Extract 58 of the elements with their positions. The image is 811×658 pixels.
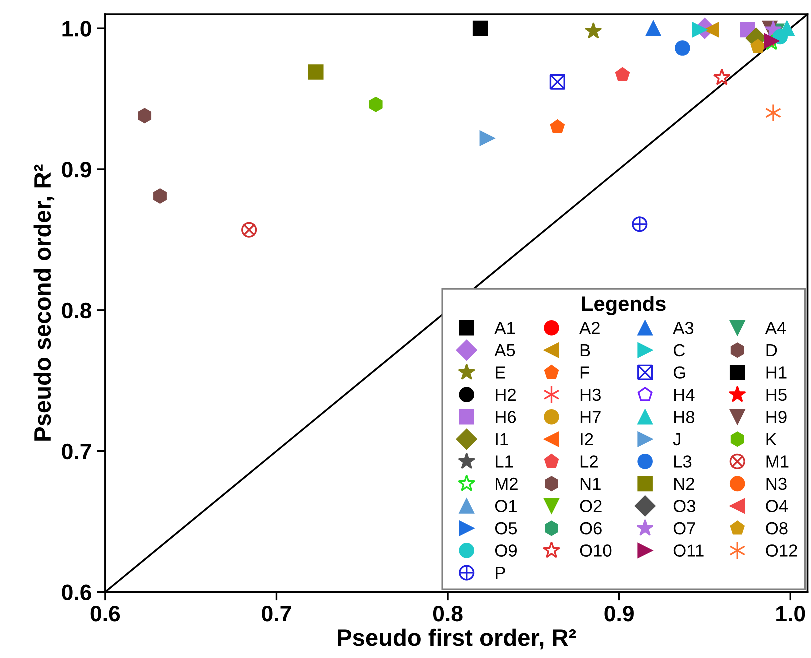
legend-label: O11 bbox=[674, 544, 704, 557]
legend-label: B bbox=[580, 344, 590, 356]
y-axis-title: Pseudo second order, R² bbox=[34, 164, 55, 441]
legend-label: A5 bbox=[494, 344, 516, 357]
y-tick-label: 0.7 bbox=[62, 444, 92, 460]
legend-label: E bbox=[496, 366, 506, 379]
x-tick-label: 1.0 bbox=[776, 606, 806, 622]
legend-label: P bbox=[496, 567, 506, 580]
x-tick-label: 0.9 bbox=[604, 606, 634, 622]
y-tick-label: 1.0 bbox=[62, 21, 92, 37]
legend-label: O3 bbox=[674, 500, 696, 512]
legend-label: A4 bbox=[765, 322, 786, 334]
legend-label: H9 bbox=[766, 411, 787, 424]
legend-label: N1 bbox=[580, 478, 601, 490]
legend-label: H3 bbox=[580, 388, 601, 402]
legend-label: H6 bbox=[496, 411, 516, 424]
legend-label: F bbox=[580, 366, 590, 379]
legend-label: I1 bbox=[496, 434, 508, 446]
legend-label: L3 bbox=[674, 456, 692, 468]
legend-label: H5 bbox=[766, 389, 787, 402]
legend-label: O7 bbox=[674, 522, 696, 535]
legend-label: O9 bbox=[495, 544, 517, 557]
legend-label: L1 bbox=[496, 456, 514, 468]
legend-label: C bbox=[674, 344, 685, 357]
legend-label: A2 bbox=[580, 322, 600, 334]
legend-label: N3 bbox=[766, 478, 787, 490]
legend-label: D bbox=[766, 344, 778, 356]
legend-label: H2 bbox=[496, 388, 516, 401]
legend-label: H1 bbox=[766, 366, 787, 379]
x-tick-label: 0.7 bbox=[262, 606, 292, 622]
x-axis-title: Pseudo first order, R² bbox=[338, 628, 576, 650]
legend-label: O1 bbox=[495, 500, 517, 512]
legend-label: G bbox=[674, 366, 686, 379]
legend-label: K bbox=[766, 434, 777, 446]
x-tick-label: 0.8 bbox=[433, 606, 463, 622]
legend-label: H8 bbox=[674, 411, 695, 424]
legend-label: L2 bbox=[580, 456, 598, 468]
y-tick-label: 0.8 bbox=[62, 302, 92, 319]
legend-label: N2 bbox=[674, 478, 694, 490]
legend-label: H7 bbox=[580, 411, 601, 424]
legend-label: O12 bbox=[766, 544, 798, 557]
legend-label: J bbox=[673, 434, 680, 446]
legend-label: H4 bbox=[674, 389, 695, 401]
y-tick-label: 0.9 bbox=[62, 162, 92, 178]
legend-label: O2 bbox=[580, 500, 602, 512]
legend-label: O4 bbox=[766, 500, 788, 512]
legend-label: M1 bbox=[766, 456, 789, 468]
legend-label: O5 bbox=[495, 522, 518, 535]
legend-label: M2 bbox=[496, 478, 518, 490]
y-tick-label: 0.6 bbox=[62, 584, 92, 600]
legend-label: A1 bbox=[494, 322, 516, 334]
legend-label: A3 bbox=[673, 322, 694, 334]
legend-label: O6 bbox=[580, 522, 602, 535]
legend-label: O10 bbox=[580, 544, 612, 557]
legend-title: Legends bbox=[582, 296, 666, 316]
x-tick-label: 0.6 bbox=[90, 606, 120, 622]
legend-label: O8 bbox=[766, 522, 788, 535]
legend-label: I2 bbox=[581, 433, 594, 446]
